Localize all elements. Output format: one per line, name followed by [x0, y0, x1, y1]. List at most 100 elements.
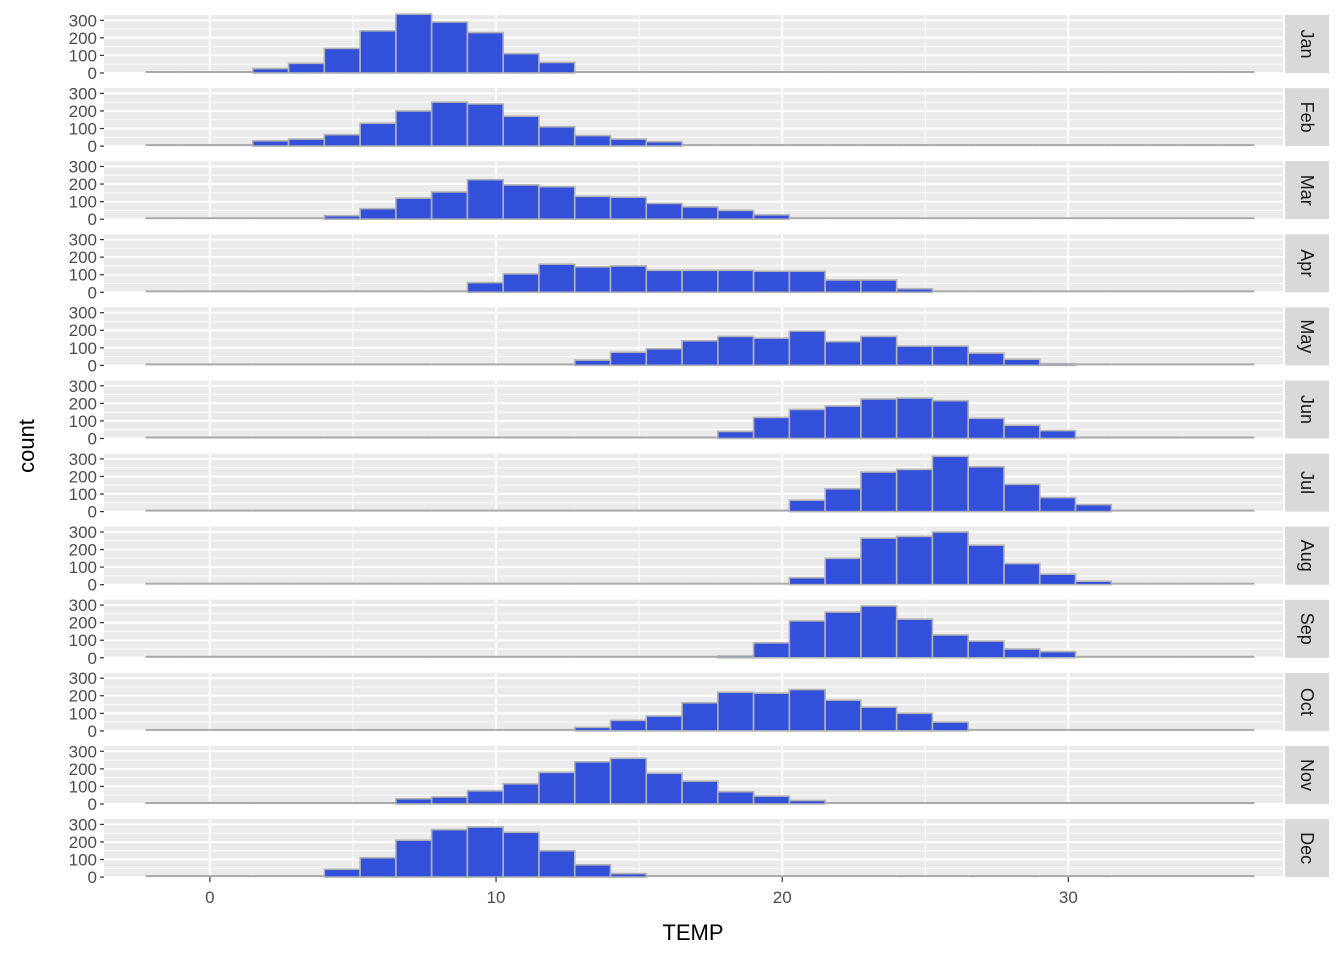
- background-bar: [610, 509, 647, 512]
- background-bar: [360, 655, 396, 658]
- y-tick-label: 100: [69, 631, 97, 650]
- background-bar: [288, 655, 325, 658]
- background-bar: [1003, 217, 1040, 220]
- y-tick-label: 0: [88, 576, 97, 595]
- background-bar: [896, 875, 933, 878]
- facet-strip-label: Jan: [1297, 29, 1317, 58]
- y-tick-label: 100: [69, 120, 97, 139]
- background-bar: [145, 217, 182, 220]
- y-tick-label: 200: [69, 321, 97, 340]
- background-bar: [1039, 217, 1076, 220]
- background-bar: [825, 217, 861, 220]
- background-bar: [682, 144, 718, 147]
- background-bar: [1075, 144, 1112, 147]
- background-bar: [932, 290, 969, 293]
- background-bar: [1075, 290, 1112, 293]
- background-bar: [1182, 290, 1219, 293]
- background-bar: [503, 582, 539, 585]
- background-bar: [395, 363, 432, 366]
- y-tick-label: 300: [69, 304, 97, 323]
- facet-strip-label: Oct: [1297, 688, 1317, 716]
- background-bar: [860, 217, 897, 220]
- background-bar: [503, 363, 539, 366]
- bar: [824, 611, 862, 659]
- background-bar: [1075, 436, 1112, 439]
- background-bar: [1147, 71, 1183, 73]
- background-bar: [288, 217, 325, 220]
- bar: [573, 726, 612, 732]
- bar: [609, 872, 648, 878]
- background-bar: [1111, 728, 1148, 731]
- bar: [466, 790, 505, 805]
- bar: [573, 134, 612, 147]
- facet-strip-label: Jun: [1297, 395, 1317, 424]
- bar: [931, 531, 970, 586]
- bar: [681, 780, 719, 805]
- background-bar: [288, 875, 325, 878]
- bar: [895, 618, 934, 659]
- bar: [573, 761, 612, 805]
- bar: [752, 416, 791, 440]
- bar: [395, 13, 433, 74]
- background-bar: [1182, 436, 1219, 439]
- background-bar: [360, 290, 396, 293]
- bar: [967, 640, 1005, 659]
- background-bar: [646, 655, 683, 658]
- background-bar: [252, 802, 289, 804]
- bar: [931, 455, 970, 513]
- background-bar: [538, 509, 575, 512]
- facet-strip: [1285, 453, 1329, 512]
- background-bar: [1218, 802, 1255, 804]
- background-bar: [1182, 728, 1219, 731]
- bar: [788, 330, 826, 367]
- bar: [717, 209, 755, 221]
- y-tick-label: 200: [69, 687, 97, 706]
- background-bar: [1111, 363, 1148, 366]
- background-bar: [717, 582, 754, 585]
- background-bar: [646, 582, 683, 585]
- background-bar: [181, 655, 218, 658]
- facet-panels: 0100200300Jan0100200300Feb0100200300Mar0…: [69, 11, 1329, 887]
- y-tick-label: 200: [69, 833, 97, 852]
- background-bar: [467, 582, 504, 585]
- background-bar: [431, 582, 468, 585]
- background-bar: [1147, 655, 1183, 658]
- background-bar: [789, 875, 826, 878]
- bar: [645, 772, 683, 805]
- bar: [752, 795, 791, 805]
- background-bar: [932, 802, 969, 804]
- background-bar: [145, 728, 182, 731]
- background-bar: [1218, 144, 1255, 147]
- background-bar: [217, 71, 253, 73]
- background-bar: [395, 582, 432, 585]
- bar: [538, 263, 576, 294]
- background-bar: [324, 728, 361, 731]
- panel-background: [104, 88, 1283, 147]
- background-bar: [1039, 290, 1076, 293]
- background-bar: [860, 144, 897, 147]
- background-bar: [395, 290, 432, 293]
- background-bar: [1147, 363, 1183, 366]
- y-tick-label: 300: [69, 596, 97, 615]
- background-bar: [1147, 290, 1183, 293]
- bar: [1074, 580, 1113, 586]
- bar: [931, 345, 970, 367]
- background-bar: [717, 71, 754, 73]
- y-tick-label: 300: [69, 450, 97, 469]
- bar: [717, 430, 755, 440]
- y-tick-label: 0: [88, 868, 97, 887]
- bar: [1038, 362, 1077, 367]
- background-bar: [1039, 802, 1076, 804]
- bar: [430, 828, 469, 878]
- bar: [824, 340, 862, 367]
- y-tick-label: 200: [69, 541, 97, 560]
- background-bar: [360, 582, 396, 585]
- panel-background: [104, 453, 1283, 512]
- background-bar: [574, 655, 611, 658]
- y-tick-label: 200: [69, 29, 97, 48]
- facet-strip: [1285, 599, 1329, 658]
- y-tick-label: 300: [69, 742, 97, 761]
- background-bar: [324, 655, 361, 658]
- bar: [1038, 650, 1077, 659]
